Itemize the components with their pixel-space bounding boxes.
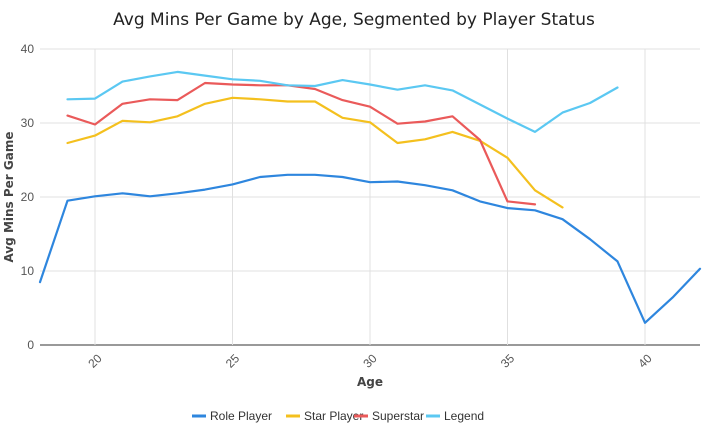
x-tick-label: 20 xyxy=(85,351,105,371)
plot-area xyxy=(38,70,702,324)
x-tick-label: 35 xyxy=(498,351,518,371)
series-line-superstar xyxy=(66,81,537,206)
y-tick-label: 0 xyxy=(27,338,34,352)
legend: Role Player Star Player Superstar Legend xyxy=(192,409,484,423)
y-axis-ticks: 0 10 20 30 40 xyxy=(21,42,35,352)
y-tick-label: 30 xyxy=(21,116,35,130)
y-tick-label: 10 xyxy=(21,264,35,278)
series-line-legend xyxy=(66,70,619,133)
y-axis-title: Avg Mins Per Game xyxy=(2,132,16,263)
series-line-role-player xyxy=(38,173,702,324)
gridlines xyxy=(40,48,700,346)
legend-item-legend: Legend xyxy=(426,409,484,423)
y-tick-label: 20 xyxy=(21,190,35,204)
x-axis-title: Age xyxy=(357,375,383,389)
legend-item-star-player: Star Player xyxy=(286,409,363,423)
legend-label: Superstar xyxy=(372,409,424,423)
legend-label: Role Player xyxy=(210,409,272,423)
chart-title: Avg Mins Per Game by Age, Segmented by P… xyxy=(113,10,595,30)
x-tick-label: 25 xyxy=(223,351,243,371)
legend-label: Star Player xyxy=(304,409,363,423)
x-axis-ticks: 20 25 30 35 40 xyxy=(85,351,655,371)
x-tick-label: 40 xyxy=(635,351,655,371)
y-tick-label: 40 xyxy=(21,42,35,56)
x-tick-label: 30 xyxy=(360,351,380,371)
legend-label: Legend xyxy=(444,409,484,423)
legend-item-superstar: Superstar xyxy=(354,409,424,423)
series-line-star-player xyxy=(66,96,564,209)
legend-item-role-player: Role Player xyxy=(192,409,272,423)
